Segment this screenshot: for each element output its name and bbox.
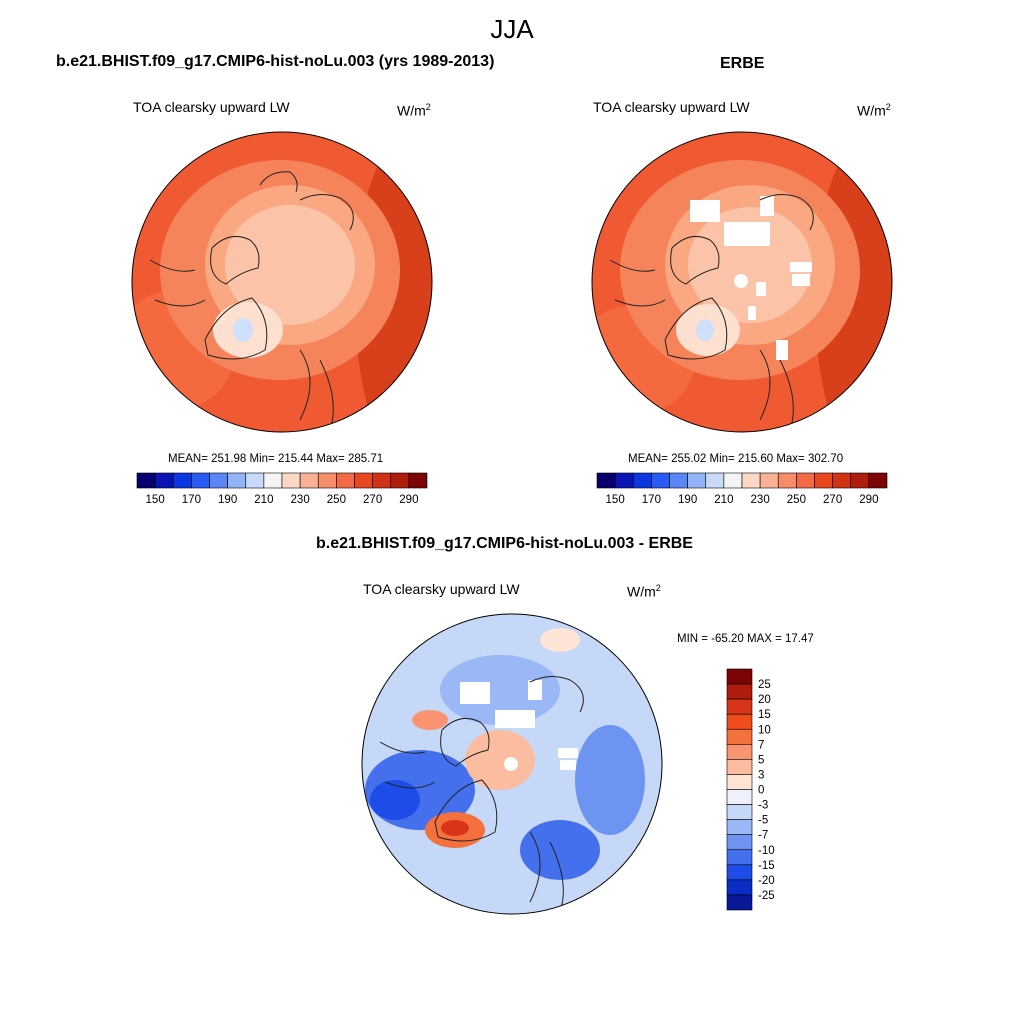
colorbar-swatch [596,472,616,489]
colorbar-diff: 25 20 15 10 7 5 3 0 -3 -5 -7 -10 -15 -20 -25 [726,668,775,911]
colorbar-swatch [614,472,634,489]
colorbar-swatch [832,472,852,489]
panel-title-obs: ERBE [720,55,765,72]
colorbar-swatch [317,472,337,489]
colorbar-swatch [796,472,815,489]
colorbar-swatch [759,472,779,489]
colorbar-swatch [172,472,192,489]
units-label-model: W/m2 [397,102,431,119]
colorbar-tick-label: 290 [859,494,878,506]
colorbar-swatch [669,472,688,489]
stats-obs: MEAN= 255.02 Min= 215.60 Max= 302.70 [628,453,844,465]
colorbar-swatch [726,774,753,790]
colorbar-swatch [723,472,743,489]
colorbar-swatch [299,472,319,489]
stats-model: MEAN= 251.98 Min= 215.44 Max= 285.71 [168,453,384,465]
colorbar-swatch [726,698,753,715]
colorbar-swatch [651,472,670,489]
stats-diff: MIN = -65.20 MAX = 17.47 [677,633,814,645]
colorbar-tick-label: 230 [291,494,310,506]
colorbar-tick-label: 270 [823,494,842,506]
colorbar-tick-label: -25 [758,890,775,902]
colorbar-swatch [726,804,753,820]
colorbar-swatch [726,744,753,760]
colorbar-swatch [354,472,373,489]
colorbar-model: 150 170 190 210 230 250 270 290 [136,472,428,506]
colorbar-swatch [777,472,797,489]
colorbar-tick-label: 5 [758,754,764,766]
colorbar-swatch [726,849,753,866]
colorbar-swatch [726,668,753,685]
colorbar-swatch [372,472,392,489]
colorbar-tick-label: -7 [758,830,768,842]
colorbar-tick-label: 290 [399,494,418,506]
colorbar-swatch [814,472,833,489]
colorbar-swatch [263,472,283,489]
colorbar-swatch [726,713,753,730]
colorbar-tick-label: -15 [758,860,775,872]
colorbar-swatch [154,472,174,489]
colorbar-swatch [408,472,428,489]
colorbar-swatch [136,472,156,489]
colorbar-tick-label: 250 [787,494,806,506]
colorbar-swatch [726,759,753,775]
units-label-diff: W/m2 [627,583,661,600]
colorbar-tick-label: 150 [606,494,625,506]
colorbar-tick-label: -5 [758,815,768,827]
colorbar-swatch [632,472,652,489]
polar-map-model [132,132,432,432]
colorbar-tick-label: 3 [758,769,764,781]
units-label-obs: W/m2 [857,102,891,119]
colorbar-swatch [726,879,753,896]
colorbar-obs: 150 170 190 210 230 250 270 290 [596,472,888,506]
colorbar-tick-label: 190 [218,494,237,506]
figure-title: JJA [490,14,534,44]
colorbar-swatch [390,472,410,489]
colorbar-tick-label: 190 [678,494,697,506]
colorbar-tick-label: 15 [758,709,771,721]
colorbar-swatch [245,472,265,489]
panel-title-diff: b.e21.BHIST.f09_g17.CMIP6-hist-noLu.003 … [316,535,693,552]
variable-label-diff: TOA clearsky upward LW [363,581,520,597]
colorbar-swatch [209,472,228,489]
colorbar-tick-label: 250 [327,494,346,506]
colorbar-swatch [726,683,753,700]
colorbar-swatch [227,472,247,489]
colorbar-swatch [868,472,888,489]
colorbar-tick-label: 150 [146,494,165,506]
colorbar-swatch [726,728,753,745]
colorbar-tick-label: -20 [758,875,775,887]
panel-title-model: b.e21.BHIST.f09_g17.CMIP6-hist-noLu.003 … [56,53,495,70]
variable-label-model: TOA clearsky upward LW [133,99,290,115]
colorbar-swatch [850,472,870,489]
polar-map-diff [362,614,662,914]
colorbar-swatch [281,472,301,489]
colorbar-tick-label: 20 [758,694,771,706]
colorbar-tick-label: -10 [758,845,775,857]
colorbar-tick-label: 0 [758,785,764,797]
colorbar-swatch [726,819,753,835]
variable-label-obs: TOA clearsky upward LW [593,99,750,115]
colorbar-swatch [191,472,210,489]
colorbar-swatch [726,864,753,881]
colorbar-tick-label: 25 [758,679,771,691]
colorbar-tick-label: 7 [758,739,764,751]
colorbar-tick-label: -3 [758,800,768,812]
colorbar-tick-label: 170 [182,494,201,506]
colorbar-swatch [687,472,707,489]
colorbar-tick-label: 230 [751,494,770,506]
colorbar-tick-label: 10 [758,724,771,736]
colorbar-tick-label: 170 [642,494,661,506]
colorbar-swatch [336,472,355,489]
polar-map-obs [592,132,892,432]
colorbar-tick-label: 210 [714,494,733,506]
colorbar-swatch [726,789,753,805]
colorbar-tick-label: 210 [254,494,273,506]
colorbar-swatch [726,834,753,851]
colorbar-swatch [705,472,725,489]
colorbar-swatch [726,894,753,911]
colorbar-tick-label: 270 [363,494,382,506]
colorbar-swatch [741,472,761,489]
